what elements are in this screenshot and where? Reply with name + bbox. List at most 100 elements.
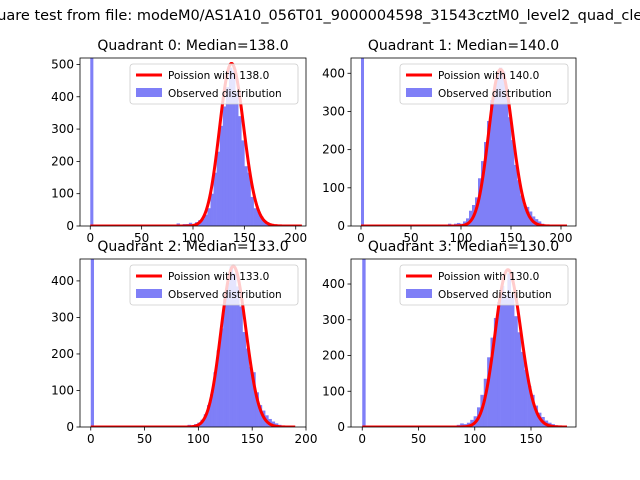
histogram-bar [514,164,518,226]
legend: Poission with 140.0 Observed distribution [399,63,569,105]
histogram-bar [219,125,224,226]
legend: Poission with 138.0 Observed distribution [129,63,299,105]
x-tick-label: 150 [520,432,543,446]
x-tick-label: 100 [463,432,486,446]
histogram-bar [226,282,230,427]
y-tick-label: 200 [322,143,345,157]
legend: Poission with 130.0 Observed distribution [399,264,569,306]
histogram-bar [504,296,508,427]
x-tick-label: 150 [500,231,523,245]
subplot-quadrant-2: Quadrant 2: Median=133.0 0 50 100 150 200 0 100… [51,239,317,446]
y-tick-label: 300 [322,313,345,327]
x-tick-label: 100 [450,231,473,245]
y-tick-label: 0 [66,219,74,233]
histogram-bar [222,106,227,226]
histogram-bar-zero [361,58,364,226]
subplot-title: Quadrant 2: Median=133.0 [97,239,288,255]
legend-bar-swatch [406,88,432,97]
y-tick-label: 500 [51,57,74,71]
histogram-bar [223,299,227,427]
histogram-bar [490,100,494,226]
histogram-bar [487,121,491,226]
histogram-bar-zero [90,58,94,226]
x-tick-label: 50 [411,432,426,446]
poisson-line [90,264,296,427]
legend-frame [399,63,569,105]
axes-frame [350,258,577,428]
histogram-bar [247,172,251,226]
x-tick-label: 200 [284,231,307,245]
histogram-bar [523,205,527,226]
histogram-bar [228,67,233,226]
histogram-bar [239,306,243,427]
histogram-bar [253,208,257,226]
y-tick-label: 400 [51,90,74,104]
histogram-bar [242,332,247,427]
y-tick-label: 100 [51,383,74,397]
legend-frame [129,63,299,105]
legend-frame [399,264,569,306]
y-tick-label: 200 [322,349,345,363]
legend-bar-swatch [406,289,432,298]
histogram-bar [493,88,497,226]
legend-bar-label: Observed distribution [168,289,282,301]
histogram-bar [256,211,261,226]
x-tick-label: 50 [403,231,418,245]
subplot-grid: Quadrant 0: Median=138.0 0 50 100 150 200 0 100… [51,38,577,446]
y-tick-label: 100 [322,384,345,398]
histogram-bar [511,140,515,226]
histogram-bar [250,196,254,226]
subplot-quadrant-0: Quadrant 0: Median=138.0 0 50 100 150 200 0 100… [51,38,307,245]
histogram-bar [517,180,521,226]
histogram-bar [520,195,524,226]
histogram-bar [216,350,221,427]
x-tick-label: 200 [550,231,573,245]
histogram-bar [505,96,509,226]
x-tick-label: 100 [182,231,205,245]
subplot-title: Quadrant 3: Median=130.0 [368,239,559,255]
subplot-title: Quadrant 0: Median=138.0 [97,38,288,54]
histogram-bar [229,266,234,427]
x-tick-label: 0 [87,432,95,446]
axes-frame [350,57,577,227]
poisson-line [89,61,303,226]
histogram-bar [236,286,240,427]
histogram-bar [219,328,224,427]
x-tick-label: 0 [358,432,366,446]
histogram-bar [460,423,464,427]
x-tick-label: 200 [295,432,318,446]
histogram-bar [244,166,248,226]
histogram-bar [259,216,264,226]
subplot-quadrant-3: Quadrant 3: Median=130.0 0 50 100 150 0 100 200… [322,239,577,446]
histogram-bar [520,351,525,427]
legend-line-label: Poission with 130.0 [438,271,539,283]
legend-line-label: Poission with 138.0 [168,70,269,82]
histogram-bar [497,301,501,427]
legend: Poission with 133.0 Observed distribution [129,264,299,306]
legend-bar-label: Observed distribution [438,289,552,301]
histogram-bar [490,337,495,427]
histogram-bar [481,161,485,226]
plot-area [90,259,296,427]
histogram-bar [508,117,512,226]
y-tick-label: 0 [66,420,74,434]
histogram-bar [493,317,498,427]
histogram-bar [534,405,539,427]
plot-area [360,58,568,226]
legend-bar-label: Observed distribution [438,88,552,100]
y-tick-label: 100 [322,181,345,195]
y-tick-label: 400 [322,277,345,291]
histogram-bar [245,348,250,427]
histogram-bar [225,87,230,226]
histogram-bar [507,273,512,427]
legend-bar-swatch [136,88,162,97]
histogram-bar [502,71,506,226]
legend-line-label: Poission with 133.0 [168,271,269,283]
subplot-quadrant-1: Quadrant 1: Median=140.0 0 50 100 150 200 0 100… [322,38,577,245]
histogram-bar [210,193,214,226]
y-tick-label: 0 [337,219,345,233]
histogram-bar [252,372,256,427]
histogram-bar [248,366,253,427]
histogram-bar [258,405,263,427]
